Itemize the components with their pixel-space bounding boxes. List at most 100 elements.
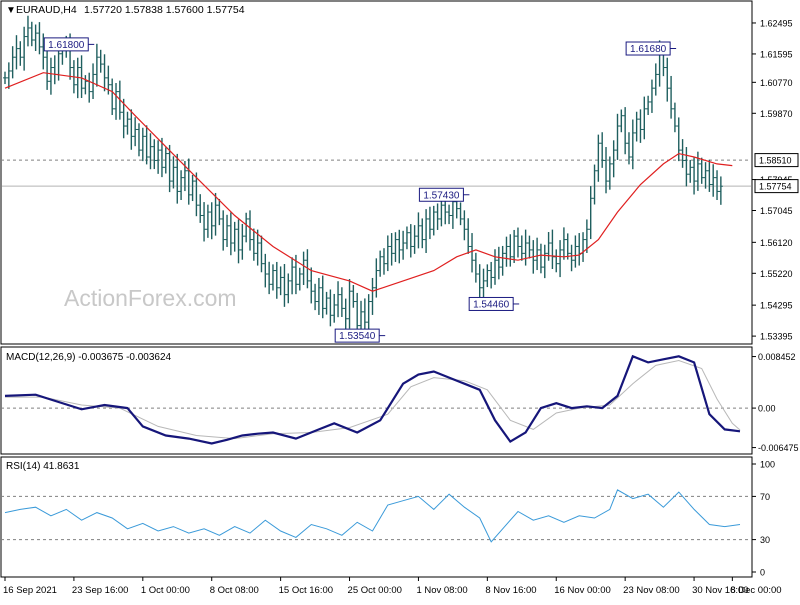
price-bar — [290, 257, 295, 295]
price-bar — [332, 293, 337, 323]
rsi-tick-label: 100 — [760, 460, 775, 470]
price-bar — [630, 119, 635, 170]
price-bar — [339, 287, 344, 318]
price-bar — [699, 157, 704, 184]
symbol-label: EURAUD,H4 — [16, 4, 77, 16]
price-bar — [470, 233, 475, 273]
price-bar — [665, 57, 670, 102]
price-bar — [248, 210, 252, 251]
price-bar — [244, 212, 249, 243]
price-bar — [715, 170, 720, 201]
price-bar — [202, 202, 207, 242]
price-bar — [301, 251, 306, 286]
chart-header-arrow: ▼ — [6, 5, 16, 16]
macd-tick-label: 0.00 — [758, 404, 776, 414]
annotation-label: 1.61680 — [630, 44, 667, 55]
x-tick-label: 15 Oct 16:00 — [279, 585, 333, 596]
x-tick-label: 16 Nov 00:00 — [554, 585, 611, 596]
price-bar — [462, 210, 467, 241]
macd-tick-label: 0.008452 — [758, 352, 796, 362]
annotation-label: 1.61800 — [48, 40, 85, 51]
price-bar — [680, 139, 685, 168]
annotation-label: 1.57430 — [423, 190, 460, 201]
macd-tick-label: -0.006475 — [758, 443, 799, 453]
watermark: ActionForex.com — [64, 285, 237, 311]
price-bar — [619, 109, 624, 133]
price-bar — [267, 261, 272, 295]
price-pane[interactable] — [0, 0, 753, 345]
price-bar — [397, 229, 402, 264]
price-bar — [477, 264, 482, 302]
price-tick-label: 1.57045 — [760, 206, 793, 216]
price-bar — [718, 176, 723, 205]
price-bar — [493, 249, 497, 285]
price-bar — [435, 203, 440, 230]
price-bar — [381, 248, 386, 275]
price-bar — [366, 294, 371, 331]
price-bar — [711, 164, 716, 197]
price-annotation: 1.57430 — [418, 187, 470, 202]
price-bar — [496, 246, 501, 280]
price-tick-label: 1.56120 — [760, 238, 793, 248]
price-bar — [626, 132, 631, 165]
macd-pane[interactable] — [0, 346, 753, 455]
macd-layer — [1, 354, 752, 445]
price-bar — [523, 229, 528, 266]
price-bar — [550, 229, 555, 270]
price-bar — [638, 109, 643, 143]
price-bar — [416, 212, 421, 249]
price-bar — [140, 127, 145, 162]
price-bar — [236, 219, 241, 264]
x-tick-label: 23 Nov 08:00 — [623, 585, 680, 596]
price-bar — [190, 174, 195, 202]
price-bar — [489, 261, 494, 289]
price-bar — [133, 117, 138, 147]
x-tick-label: 8 Dec 00:00 — [730, 585, 781, 596]
price-bar — [527, 235, 532, 259]
price-bar — [320, 275, 325, 319]
price-bar — [508, 234, 513, 267]
price-bar — [144, 125, 149, 165]
price-bar — [688, 159, 693, 183]
price-bar — [171, 156, 176, 189]
price-tick-label: 1.61595 — [760, 49, 793, 59]
price-bar — [473, 252, 478, 283]
price-bar — [623, 107, 628, 155]
price-bar — [504, 236, 509, 267]
price-bar — [485, 264, 490, 288]
price-bar — [125, 111, 130, 135]
price-bar — [221, 210, 226, 251]
price-bar — [569, 244, 574, 272]
x-tick-label: 8 Oct 08:00 — [210, 585, 259, 596]
price-bar — [684, 147, 689, 187]
price-bar — [309, 267, 314, 304]
price-bar — [646, 95, 651, 116]
price-bar — [6, 62, 11, 89]
price-bar — [669, 75, 674, 119]
price-bar — [179, 170, 184, 201]
x-tick-label: 1 Nov 08:00 — [416, 585, 467, 596]
price-bar — [447, 204, 452, 225]
price-bar — [336, 281, 341, 318]
price-layer: 1.61800 1.53540 1.57430 1.54460 1.61680 — [1, 15, 752, 343]
rsi-tick-label: 0 — [760, 568, 765, 578]
ohlc-values: 1.57720 1.57838 1.57600 1.57754 — [84, 4, 245, 16]
price-annotation: 1.61680 — [625, 41, 677, 56]
price-bar — [270, 264, 275, 291]
price-tick-label: 1.55220 — [760, 269, 793, 279]
price-bar — [535, 237, 540, 271]
price-bar — [213, 192, 218, 236]
price-bar — [653, 63, 658, 96]
price-bar — [431, 205, 436, 236]
price-bar — [370, 277, 375, 315]
price-bar — [512, 229, 517, 263]
rsi-pane[interactable] — [0, 456, 753, 578]
price-bar — [41, 33, 46, 70]
price-tick-label: 1.60770 — [760, 78, 793, 88]
price-bar — [692, 157, 697, 195]
price-tag-label: 1.58510 — [759, 156, 792, 166]
price-bar — [152, 139, 157, 170]
price-bar — [25, 15, 30, 47]
price-bar — [316, 277, 321, 315]
